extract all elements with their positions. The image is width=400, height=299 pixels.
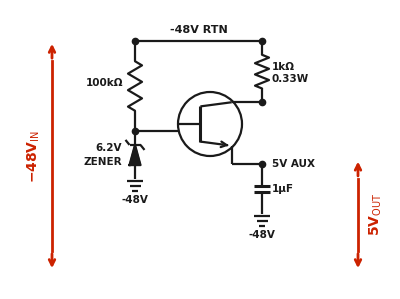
Text: -48V: -48V bbox=[122, 195, 148, 205]
Text: ZENER: ZENER bbox=[83, 157, 122, 167]
Text: 5V AUX: 5V AUX bbox=[272, 159, 315, 169]
Text: 1kΩ: 1kΩ bbox=[272, 62, 295, 72]
Text: -48V: -48V bbox=[248, 230, 276, 240]
Text: -48V RTN: -48V RTN bbox=[170, 25, 227, 35]
Polygon shape bbox=[130, 145, 140, 165]
Text: $\mathbf{5V_{\mathrm{OUT}}}$: $\mathbf{5V_{\mathrm{OUT}}}$ bbox=[368, 193, 384, 237]
Text: 6.2V: 6.2V bbox=[96, 143, 122, 153]
Text: 1μF: 1μF bbox=[272, 184, 294, 194]
Text: 100kΩ: 100kΩ bbox=[86, 78, 123, 88]
Text: 0.33W: 0.33W bbox=[272, 74, 309, 84]
Text: $\mathbf{-48V_{\mathrm{IN}}}$: $\mathbf{-48V_{\mathrm{IN}}}$ bbox=[26, 129, 42, 182]
